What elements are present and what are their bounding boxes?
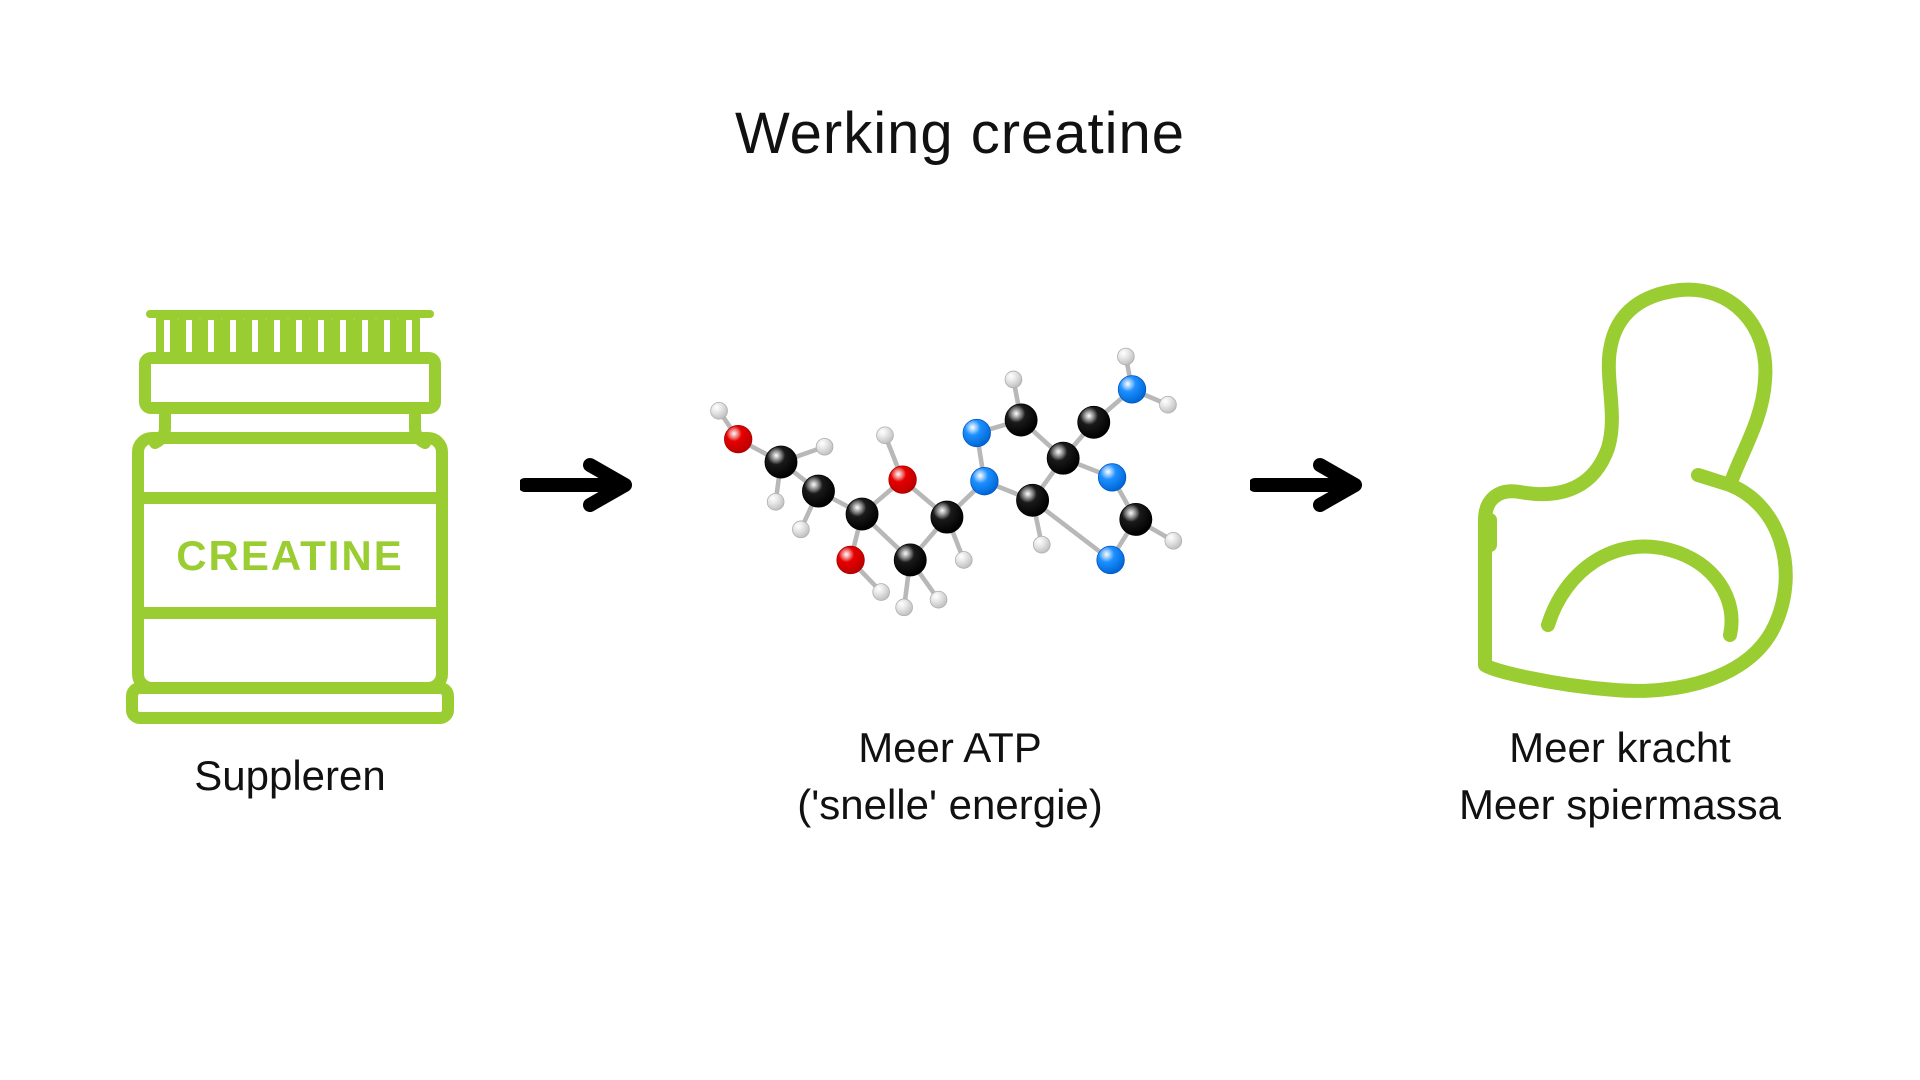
arrow-right-icon	[1250, 270, 1380, 700]
caption-atp: Meer ATP('snelle' energie)	[797, 720, 1103, 833]
caption-supplement: Suppleren	[194, 748, 385, 805]
arrow-column	[1250, 270, 1380, 833]
panel-muscle: Meer krachtMeer spiermassa	[1420, 270, 1820, 833]
caption-muscle: Meer krachtMeer spiermassa	[1459, 720, 1781, 833]
atp-molecule-icon	[690, 270, 1210, 700]
flow-row: CREATINE Suppleren Meer ATP('snelle' energ…	[0, 270, 1920, 833]
bicep-icon	[1430, 270, 1810, 700]
caption-atp-line0: Meer ATP	[797, 720, 1103, 777]
caption-muscle-line1: Meer spiermassa	[1459, 777, 1781, 834]
panel-atp: Meer ATP('snelle' energie)	[690, 270, 1210, 833]
supplement-jar-icon: CREATINE	[110, 298, 470, 728]
caption-supplement-line0: Suppleren	[194, 748, 385, 805]
page-title: Werking creatine	[0, 100, 1920, 167]
arrow-right-icon	[520, 270, 650, 700]
infographic-canvas: Werking creatine CREATINE Suppleren Meer A…	[0, 0, 1920, 1080]
panel-supplement: CREATINE Suppleren	[100, 298, 480, 805]
jar-label: CREATINE	[176, 532, 404, 579]
caption-atp-line1: ('snelle' energie)	[797, 777, 1103, 834]
arrow-column	[520, 270, 650, 833]
caption-muscle-line0: Meer kracht	[1459, 720, 1781, 777]
